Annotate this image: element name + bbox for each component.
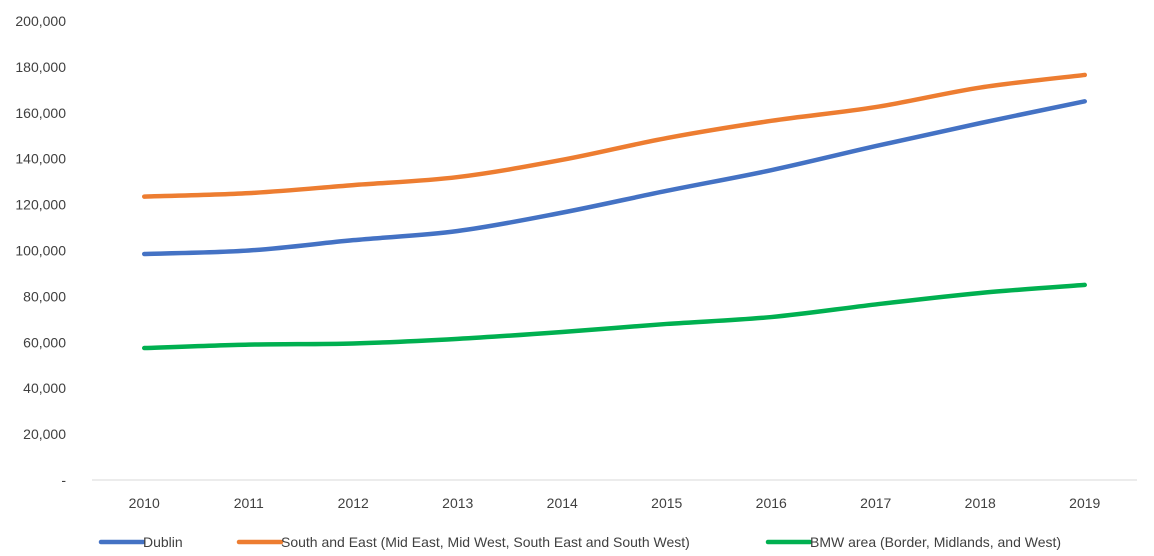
y-tick-label: 80,000 xyxy=(23,288,66,304)
y-tick-label: 20,000 xyxy=(23,426,66,442)
y-tick-label: 200,000 xyxy=(15,13,66,29)
x-tick-label: 2018 xyxy=(965,495,996,511)
y-tick-label: 180,000 xyxy=(15,59,66,75)
x-tick-label: 2019 xyxy=(1069,495,1100,511)
x-tick-label: 2014 xyxy=(547,495,578,511)
x-tick-label: 2017 xyxy=(860,495,891,511)
series-line-3 xyxy=(142,282,1087,351)
x-tick-label: 2013 xyxy=(442,495,473,511)
y-tick-label: 140,000 xyxy=(15,151,66,167)
legend-label: South and East (Mid East, Mid West, Sout… xyxy=(281,534,690,550)
x-tick-label: 2011 xyxy=(234,495,264,511)
y-tick-label: - xyxy=(61,472,66,488)
x-axis: 2010 2011 2012 2013 2014 2015 2016 2017 2018 2019 xyxy=(129,495,1101,511)
x-tick-label: 2012 xyxy=(338,495,369,511)
series-lines xyxy=(142,72,1087,351)
legend-label: Dublin xyxy=(143,534,183,550)
y-tick-label: 160,000 xyxy=(15,105,66,121)
series-line-1 xyxy=(142,99,1087,257)
x-tick-label: 2016 xyxy=(756,495,787,511)
y-tick-label: 40,000 xyxy=(23,380,66,396)
x-tick-label: 2010 xyxy=(129,495,160,511)
legend-label: BMW area (Border, Midlands, and West) xyxy=(810,534,1061,550)
y-tick-label: 60,000 xyxy=(23,334,66,350)
y-tick-label: 120,000 xyxy=(15,197,66,213)
legend: Dublin South and East (Mid East, Mid West… xyxy=(98,534,1061,550)
series-line-2 xyxy=(142,72,1087,199)
y-axis: - 20,000 40,000 60,000 80,000 100,000 120,000 1… xyxy=(15,13,66,488)
x-tick-label: 2015 xyxy=(651,495,682,511)
y-tick-label: 100,000 xyxy=(15,243,66,259)
